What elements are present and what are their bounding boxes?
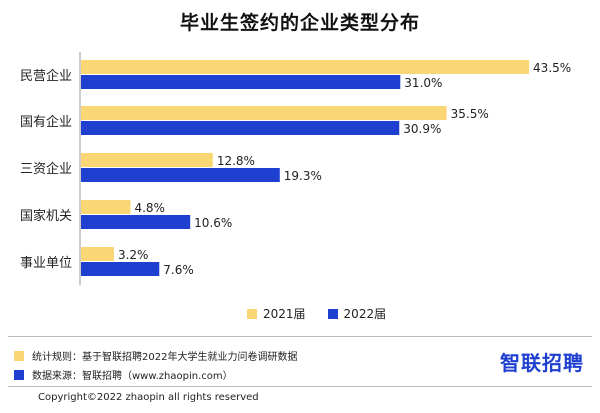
note-swatch-yellow	[14, 350, 24, 361]
bar-2021	[81, 200, 131, 214]
bar-2022	[81, 168, 280, 182]
data-label: 30.9%	[403, 122, 441, 136]
bar-2022	[81, 121, 400, 135]
data-source-text: 数据来源：智联招聘（www.zhaopin.com）	[32, 371, 233, 382]
legend-label-2021: 2021届	[263, 307, 306, 321]
category-label: 三资企业	[20, 161, 72, 177]
bar-2022	[81, 75, 401, 89]
top-divider	[8, 336, 592, 337]
chart-title: 毕业生签约的企业类型分布	[179, 12, 420, 34]
data-label: 4.8%	[134, 201, 165, 215]
bar-2021	[81, 153, 213, 167]
category-label: 事业单位	[20, 256, 72, 271]
note-swatch-blue	[14, 369, 24, 380]
legend-label-2022: 2022届	[343, 307, 387, 321]
data-label: 35.5%	[451, 107, 489, 121]
data-label: 3.2%	[118, 248, 148, 262]
bar-2021	[81, 247, 114, 261]
data-source-note: 数据来源：智联招聘（www.zhaopin.com）	[14, 367, 233, 382]
data-label: 7.6%	[163, 263, 194, 277]
bar-chart: 民营企业 43.5% 31.0% 国有企业 35.5% 30.9% 三资企业 12.8% 19.…	[20, 52, 571, 285]
bar-2021	[81, 106, 447, 120]
data-label: 43.5%	[533, 61, 571, 75]
legend-item-2021: 2021届	[247, 305, 306, 322]
data-label: 12.8%	[217, 154, 255, 168]
bar-2022	[81, 215, 191, 229]
category-label: 国家机关	[20, 208, 72, 224]
legend-swatch-2022	[327, 308, 338, 319]
bar-2021	[81, 60, 530, 74]
bottom-divider	[8, 386, 592, 387]
data-label: 19.3%	[284, 169, 322, 183]
data-label: 10.6%	[194, 216, 232, 230]
legend-item-2022: 2022届	[327, 305, 387, 322]
stat-rule-text: 统计规则：基于智联招聘2022年大学生就业力问卷调研数据	[32, 352, 298, 363]
chart-legend: 2021届 2022届	[247, 305, 386, 322]
zhaopin-logo: 智联招聘	[500, 351, 584, 375]
data-label: 31.0%	[404, 76, 442, 90]
copyright-text: Copyright©2022 zhaopin all rights reserv…	[38, 392, 259, 403]
stat-rule-note: 统计规则：基于智联招聘2022年大学生就业力问卷调研数据	[14, 348, 297, 363]
category-label: 国有企业	[20, 114, 72, 130]
legend-swatch-2021	[247, 308, 257, 319]
category-label: 民营企业	[20, 68, 72, 84]
bar-2022	[81, 262, 160, 276]
